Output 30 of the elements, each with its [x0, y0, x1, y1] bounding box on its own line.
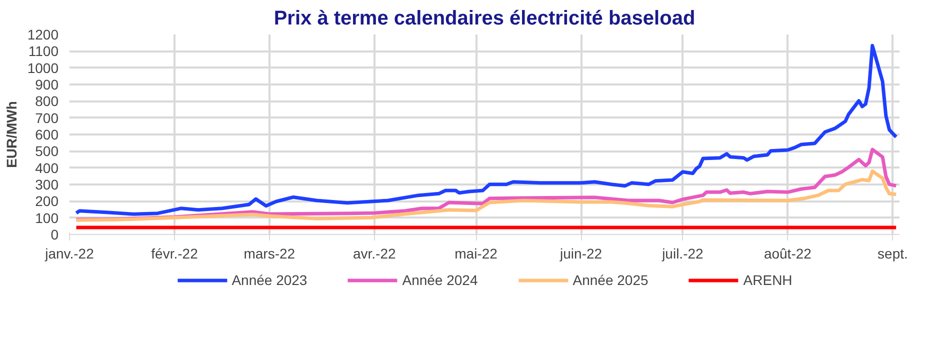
y-tick-label: 300 [35, 176, 59, 192]
y-axis-title: EUR/MWh [3, 101, 20, 168]
line-series [74, 44, 898, 216]
legend-label: Année 2024 [402, 272, 478, 288]
y-tick-label: 200 [35, 193, 59, 210]
y-tick-label: 900 [35, 76, 59, 92]
y-tick-label: 400 [35, 160, 59, 176]
line-series [74, 169, 898, 222]
legend-label: ARENH [743, 272, 792, 288]
y-tick-label: 500 [35, 143, 59, 160]
x-tick-label: juin-22 [559, 246, 602, 262]
legend-label: Année 2023 [232, 272, 308, 288]
y-tick-label: 600 [35, 126, 59, 142]
x-tick-label: mai-22 [454, 246, 498, 262]
y-tick-label: 1100 [28, 43, 59, 60]
x-tick-label: mars-22 [244, 246, 296, 262]
x-tick-label: août-22 [764, 246, 812, 262]
x-tick-label: sept. [878, 246, 908, 262]
x-tick-label: janv.-22 [44, 246, 94, 262]
x-tick-label: juil.-22 [661, 246, 704, 262]
y-tick-label: 100 [35, 210, 59, 226]
y-tick-label: 1000 [27, 60, 59, 76]
y-tick-label: 0 [50, 226, 59, 242]
y-tick-label: 700 [35, 110, 59, 126]
y-tick-label: 1200 [27, 26, 59, 42]
y-tick-label: 800 [35, 93, 59, 110]
x-tick-label: avr.-22 [353, 246, 396, 262]
chart-title: Prix à terme calendaires électricité baseload [274, 8, 696, 30]
legend-label: Année 2025 [572, 272, 648, 288]
x-tick-label: févr.-22 [151, 246, 198, 262]
